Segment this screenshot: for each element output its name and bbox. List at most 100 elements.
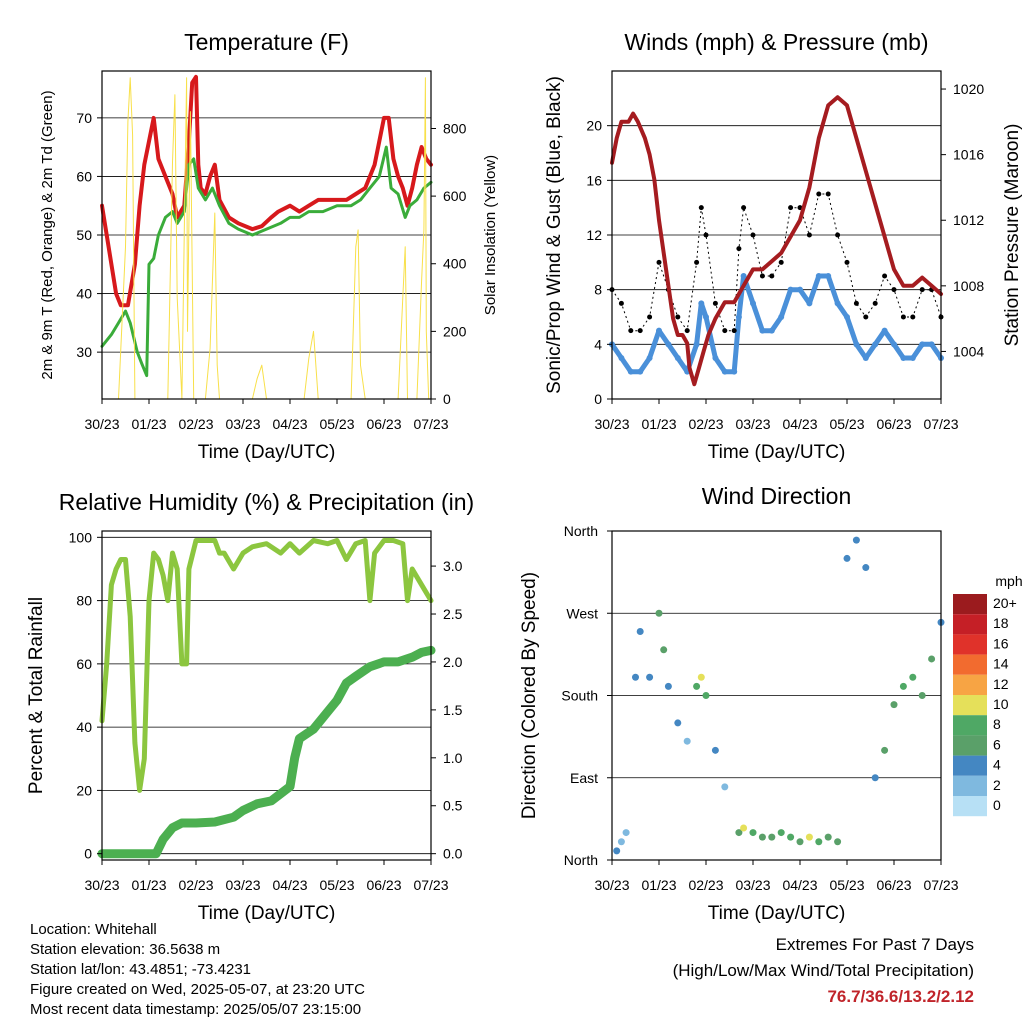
gust-point [741, 205, 747, 211]
y-tick-label: 20 [76, 782, 92, 798]
legend-label: 4 [993, 757, 1001, 773]
y-tick-label: 8 [594, 282, 602, 298]
direction-point [805, 833, 813, 841]
series-line-3 [118, 77, 430, 400]
direction-point [787, 833, 795, 841]
y-tick-label: West [566, 605, 598, 621]
gust-point [675, 314, 681, 320]
legend-label: 6 [993, 736, 1001, 752]
x-tick-label: 04/23 [272, 877, 307, 893]
x-tick-label: 01/23 [641, 416, 676, 432]
y-tick-right-label: 0.5 [443, 798, 463, 814]
y-tick-right-label: 1008 [953, 278, 984, 294]
x-tick-label: 30/23 [84, 877, 119, 893]
gust-point [637, 328, 643, 334]
gust-point [835, 232, 841, 238]
x-tick-label: 07/23 [923, 877, 958, 893]
direction-point [664, 682, 672, 690]
direction-point [740, 824, 748, 832]
y-tick-label: 30 [76, 344, 92, 360]
x-tick-label: 01/23 [131, 416, 166, 432]
y-tick-label: 0 [84, 846, 92, 862]
x-tick-label: 30/23 [84, 416, 119, 432]
direction-point [852, 536, 860, 544]
direction-point [796, 838, 804, 846]
x-tick-label: 04/23 [782, 416, 817, 432]
y-tick-label: 16 [586, 172, 602, 188]
y-tick-right-label: 2.0 [443, 654, 463, 670]
extremes-values: 76.7/36.6/13.2/2.12 [827, 987, 974, 1006]
y-tick-right-label: 1.0 [443, 750, 463, 766]
y-axis-label: 2m & 9m T (Red, Orange) & 2m Td (Green) [39, 90, 56, 379]
legend-swatch [953, 634, 987, 655]
direction-point [909, 673, 917, 681]
x-tick-label: 03/23 [225, 877, 260, 893]
legend-label: 14 [993, 656, 1009, 672]
station-info: Location: Whitehall Station elevation: 3… [30, 920, 365, 1020]
direction-point [711, 746, 719, 754]
direction-point [918, 692, 926, 699]
direction-point [881, 746, 889, 754]
series-line-1 [99, 538, 434, 793]
direction-point [834, 838, 842, 846]
direction-point [758, 833, 766, 841]
direction-point [613, 847, 621, 855]
y-tick-right-label: 3.0 [443, 558, 463, 574]
direction-point [862, 564, 870, 572]
x-tick-label: 06/23 [876, 416, 911, 432]
direction-point [683, 737, 691, 745]
series-line-3 [610, 95, 943, 387]
y-tick-label: South [561, 688, 598, 704]
x-tick-label: 02/23 [178, 877, 213, 893]
y-axis-label: Direction (Colored By Speed) [519, 572, 540, 819]
y-tick-right-label: 1020 [953, 81, 984, 97]
legend-swatch [953, 614, 987, 635]
legend-swatch [953, 775, 987, 796]
y-tick-label: 70 [76, 110, 92, 126]
x-tick-label: 05/23 [829, 877, 864, 893]
x-tick-label: 30/23 [594, 877, 629, 893]
y-axis-right-label: Station Pressure (Maroon) [1002, 124, 1023, 347]
y-tick-label: 60 [76, 168, 92, 184]
x-tick-label: 06/23 [366, 416, 401, 432]
direction-point [777, 829, 785, 837]
x-tick-label: 04/23 [272, 416, 307, 432]
direction-point [815, 838, 823, 846]
x-tick-label: 05/23 [319, 877, 354, 893]
extremes-title: Extremes For Past 7 Days [775, 935, 974, 954]
y-tick-label: 20 [586, 118, 602, 134]
chart-panel-4: mph 20+ 18 16 14 12 10 8 6 4 2 0 30/23 01/23 02/23 03/2… [519, 483, 1023, 924]
x-tick-label: 30/23 [594, 416, 629, 432]
direction-point [721, 783, 729, 791]
x-tick-label: 03/23 [225, 416, 260, 432]
direction-point [890, 701, 898, 709]
y-axis-right-label: Solar Insolation (Yellow) [482, 155, 499, 315]
legend-label: 10 [993, 696, 1009, 712]
legend-swatch [953, 695, 987, 716]
direction-point [871, 774, 879, 782]
x-axis-label: Time (Day/UTC) [198, 903, 336, 924]
legend-swatch [953, 594, 987, 615]
y-tick-right-label: 1016 [953, 147, 984, 163]
wind-series [609, 273, 944, 375]
x-tick-label: 04/23 [782, 877, 817, 893]
plot-frame [101, 530, 432, 861]
x-tick-label: 07/23 [413, 416, 448, 432]
legend-label: 16 [993, 635, 1009, 651]
legend-swatch [953, 796, 987, 817]
y-tick-right-label: 200 [443, 323, 467, 339]
y-tick-label: 60 [76, 656, 92, 672]
gust-point [872, 300, 878, 306]
direction-point [702, 692, 710, 699]
direction-point [843, 554, 851, 562]
direction-point [768, 833, 776, 841]
y-tick-right-label: 1.5 [443, 702, 463, 718]
y-tick-label: East [570, 770, 598, 786]
y-tick-right-label: 0.0 [443, 846, 463, 862]
x-axis-label: Time (Day/UTC) [708, 903, 846, 924]
x-tick-label: 03/23 [735, 416, 770, 432]
x-tick-label: 02/23 [688, 877, 723, 893]
series-line-1 [100, 74, 433, 308]
x-tick-label: 01/23 [131, 877, 166, 893]
